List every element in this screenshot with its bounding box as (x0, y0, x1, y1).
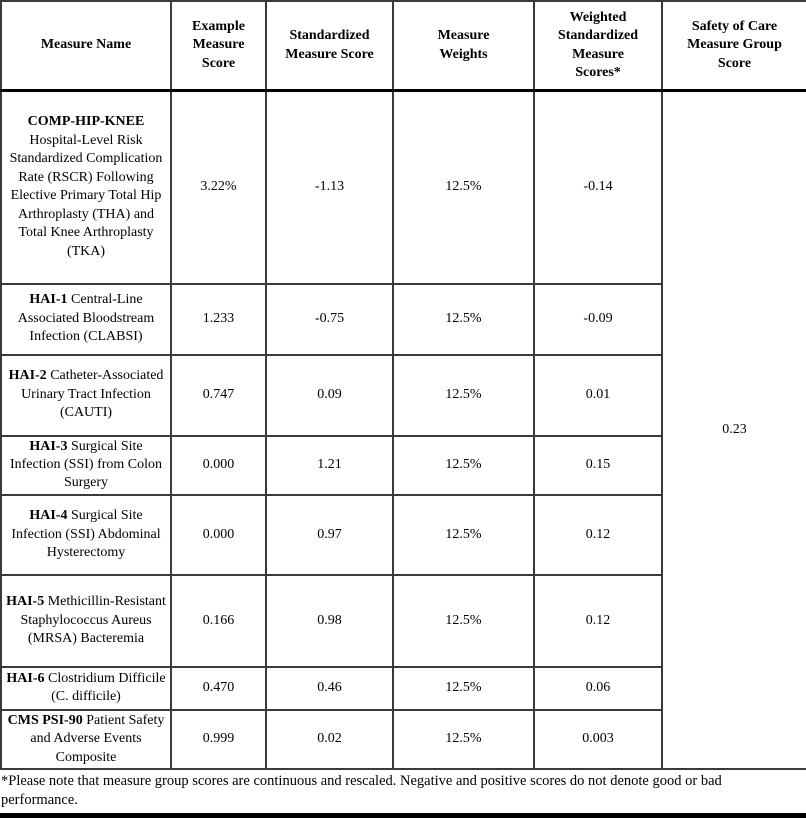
measure-code: HAI-5 (6, 594, 45, 610)
measure-weight-cell: 12.5% (392, 353, 535, 437)
weighted-score-cell: 0.12 (533, 573, 663, 668)
example-score-cell: 0.000 (170, 493, 267, 576)
measure-name-text: Clostridium Difficile (C. difficile) (48, 670, 166, 705)
example-score-cell: 0.999 (170, 708, 267, 771)
bottom-rule (0, 813, 806, 818)
weighted-score-cell: 0.01 (533, 353, 663, 437)
standardized-score-cell: 0.09 (265, 353, 394, 437)
table-row: HAI-1 Central-Line Associated Bloodstrea… (0, 282, 806, 356)
example-score-cell: 0.000 (170, 434, 267, 496)
measure-name-text: Catheter-Associated Urinary Tract Infect… (21, 368, 164, 421)
weighted-score-cell: 0.15 (533, 434, 663, 496)
measure-name-text: Patient Safety and Adverse Events Compos… (30, 712, 165, 765)
measure-name-cell: HAI-5 Methicillin-Resistant Staphylococc… (0, 573, 172, 668)
example-score-cell: 1.233 (170, 282, 267, 356)
measure-code: HAI-2 (8, 368, 47, 384)
measure-code: HAI-1 (29, 292, 68, 308)
table-row: COMP-HIP-KNEE Hospital-Level Risk Standa… (0, 89, 806, 771)
measure-name-cell: HAI-1 Central-Line Associated Bloodstrea… (0, 282, 172, 356)
measure-name-cell: CMS PSI-90 Patient Safety and Adverse Ev… (0, 708, 172, 771)
measure-name-cell: HAI-2 Catheter-Associated Urinary Tract … (0, 353, 172, 437)
example-score-cell: 0.166 (170, 573, 267, 668)
measure-name-text: Surgical Site Infection (SSI) from Colon… (9, 438, 163, 491)
measure-name-cell: HAI-6 Clostridium Difficile (C. difficil… (0, 665, 172, 711)
example-score-cell: 0.470 (170, 665, 267, 711)
weighted-score-cell: -0.09 (533, 282, 663, 356)
standardized-score-cell: -1.13 (265, 89, 394, 285)
measure-weight-cell: 12.5% (392, 708, 535, 771)
measure-code: COMP-HIP-KNEE (27, 114, 145, 130)
standardized-score-cell: 0.46 (265, 665, 394, 711)
weighted-score-cell: 0.003 (533, 708, 663, 771)
measure-weight-cell: 12.5% (392, 665, 535, 711)
footnote-text: *Please note that measure group scores a… (1, 773, 722, 808)
measure-code: HAI-3 (29, 438, 68, 454)
measure-weight-cell: 12.5% (392, 89, 535, 285)
measure-weight-cell: 12.5% (392, 282, 535, 356)
table-row: HAI-2 Catheter-Associated Urinary Tract … (0, 353, 806, 437)
standardized-score-cell: 0.97 (265, 493, 394, 576)
standardized-score-cell: 0.98 (265, 573, 394, 668)
measure-name-text: Methicillin-Resistant Staphylococcus Aur… (20, 594, 166, 647)
standardized-score-cell: 0.02 (265, 708, 394, 771)
standardized-score-cell: 1.21 (265, 434, 394, 496)
measure-weight-cell: 12.5% (392, 434, 535, 496)
measure-code: CMS PSI-90 (7, 712, 83, 728)
header-weighted-standardized-measure-scores: Weighted Standardized Measure Scores* (533, 0, 663, 92)
measure-weight-cell: 12.5% (392, 573, 535, 668)
header-measure-name: Measure Name (0, 0, 172, 92)
example-score-cell: 0.747 (170, 353, 267, 437)
measure-name-text: Surgical Site Infection (SSI) Abdominal … (11, 508, 161, 561)
safety-of-care-measure-table: Measure Name Example Measure Score Stand… (0, 0, 806, 771)
header-measure-weights: Measure Weights (392, 0, 535, 92)
measure-weight-cell: 12.5% (392, 493, 535, 576)
table-row: HAI-5 Methicillin-Resistant Staphylococc… (0, 573, 806, 668)
example-score-cell: 3.22% (170, 89, 267, 285)
weighted-score-cell: 0.12 (533, 493, 663, 576)
table-row: HAI-6 Clostridium Difficile (C. difficil… (0, 665, 806, 711)
group-score-cell: 0.23 (661, 89, 806, 771)
measure-name-cell: COMP-HIP-KNEE Hospital-Level Risk Standa… (0, 89, 172, 285)
header-standardized-measure-score: Standardized Measure Score (265, 0, 394, 92)
measure-name-text: Hospital-Level Risk Standardized Complic… (9, 132, 163, 259)
measure-name-cell: HAI-4 Surgical Site Infection (SSI) Abdo… (0, 493, 172, 576)
header-row: Measure Name Example Measure Score Stand… (0, 0, 806, 92)
measure-name-cell: HAI-3 Surgical Site Infection (SSI) from… (0, 434, 172, 496)
measure-code: HAI-6 (6, 670, 45, 686)
table-row: HAI-3 Surgical Site Infection (SSI) from… (0, 434, 806, 496)
measure-code: HAI-4 (29, 508, 68, 524)
measure-name-text: Central-Line Associated Bloodstream Infe… (17, 292, 155, 345)
weighted-score-cell: 0.06 (533, 665, 663, 711)
header-safety-of-care-group-score: Safety of Care Measure Group Score (661, 0, 806, 92)
table-row: CMS PSI-90 Patient Safety and Adverse Ev… (0, 708, 806, 771)
weighted-score-cell: -0.14 (533, 89, 663, 285)
header-example-measure-score: Example Measure Score (170, 0, 267, 92)
standardized-score-cell: -0.75 (265, 282, 394, 356)
table-row: HAI-4 Surgical Site Infection (SSI) Abdo… (0, 493, 806, 576)
